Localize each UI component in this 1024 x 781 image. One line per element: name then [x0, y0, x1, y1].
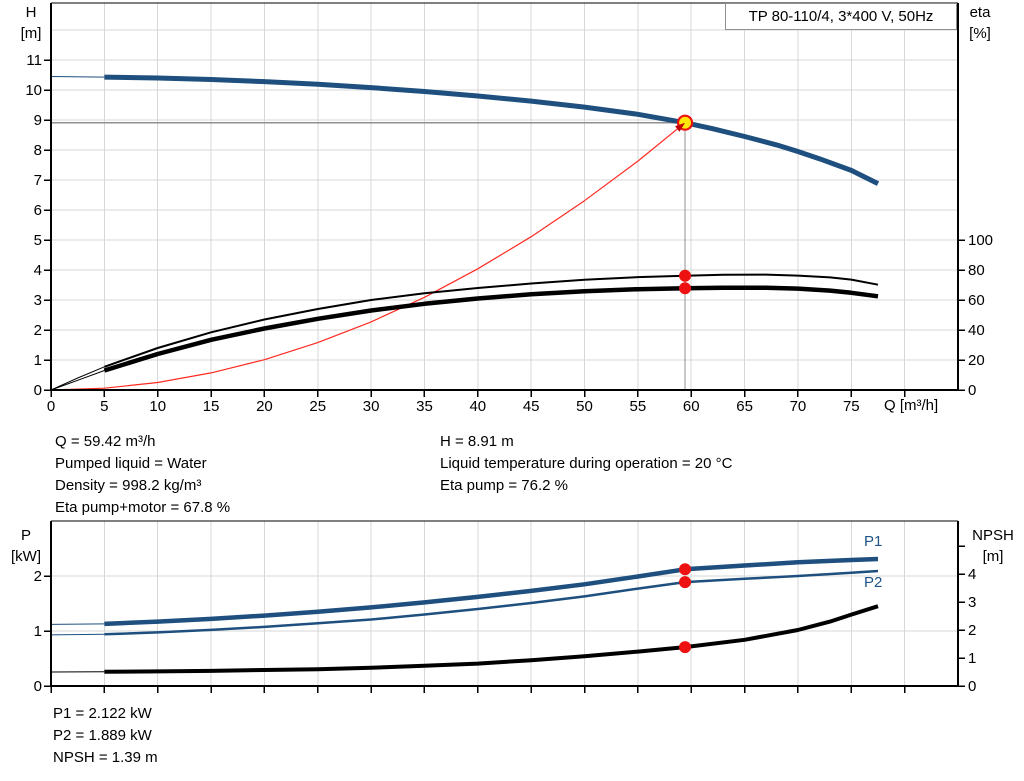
operating-point-info-right: H = 8.91 m Liquid temperature during ope…: [440, 431, 732, 497]
npsh-axis-label: NPSH [m]: [962, 525, 1024, 567]
tick-label: 0: [968, 678, 976, 695]
tick-label: 0: [968, 382, 976, 399]
operating-point-info-left: Q = 59.42 m³/h Pumped liquid = Water Den…: [55, 431, 230, 519]
tick-label: 1: [34, 623, 42, 640]
tick-label: 3: [968, 594, 976, 611]
info-line-liquid: Pumped liquid = Water: [55, 455, 207, 472]
tick-label: 20: [968, 352, 985, 369]
tick-label: 40: [469, 398, 486, 415]
tick-label: 65: [736, 398, 753, 415]
tick-label: 60: [968, 292, 985, 309]
tick-label: 2: [968, 622, 976, 639]
tick-label: 100: [968, 232, 993, 249]
tick-label: 2: [34, 568, 42, 585]
info-line-eta-pump-motor: Eta pump+motor = 67.8 %: [55, 499, 231, 516]
h-axis-label-line1: H: [25, 4, 37, 21]
tick-label: 0: [34, 382, 42, 399]
h-axis-label: H [m]: [12, 2, 50, 44]
q-axis-label: Q [m³/h]: [884, 397, 939, 414]
info-line-eta-pump: Eta pump = 76.2 %: [440, 477, 568, 494]
npsh-axis-label-line2: [m]: [982, 548, 1004, 565]
tick-label: 8: [34, 142, 42, 159]
system-curve-arrow: [675, 122, 686, 132]
tick-label: 75: [843, 398, 860, 415]
tick-label: 50: [576, 398, 593, 415]
result-info: P1 = 2.122 kW P2 = 1.889 kW NPSH = 1.39 …: [53, 703, 158, 769]
tick-label: 70: [790, 398, 807, 415]
tick-label: 45: [523, 398, 540, 415]
result-line-npsh: NPSH = 1.39 m: [53, 749, 158, 766]
tick-label: 15: [203, 398, 220, 415]
tick-label: 4: [34, 262, 42, 279]
eta-axis-label-line2: [%]: [969, 25, 991, 42]
duty-point-dot: [679, 563, 692, 576]
duty-point-dot: [679, 576, 692, 589]
tick-label: 55: [630, 398, 647, 415]
tick-label: 2: [34, 322, 42, 339]
tick-label: 35: [416, 398, 433, 415]
tick-label: 7: [34, 172, 42, 189]
info-line-temperature: Liquid temperature during operation = 20…: [440, 455, 733, 472]
power-npsh-chart-group: 0 1 2 0 1 2 3 4: [34, 520, 976, 695]
tick-label: 80: [968, 262, 985, 279]
npsh-axis-label-line1: NPSH: [972, 527, 1014, 544]
eta-axis-label: eta [%]: [960, 2, 1000, 44]
info-line-density: Density = 998.2 kg/m³: [55, 477, 202, 494]
tick-label: 11: [26, 52, 42, 69]
tick-label: 1: [34, 352, 42, 369]
p-axis-label-line2: [kW]: [11, 548, 41, 565]
chart-title-box: TP 80-110/4, 3*400 V, 50Hz: [725, 3, 957, 30]
tick-label: 30: [363, 398, 380, 415]
tick-label: 6: [34, 202, 42, 219]
duty-point-dot: [679, 282, 692, 295]
h-axis-label-line2: [m]: [20, 25, 42, 42]
tick-label: 60: [683, 398, 700, 415]
info-line-h: H = 8.91 m: [440, 433, 514, 450]
eta-axis-label-line1: eta: [969, 4, 991, 21]
info-line-q: Q = 59.42 m³/h: [55, 433, 156, 450]
p1-curve-label: P1: [864, 533, 883, 550]
tick-label: 20: [256, 398, 273, 415]
duty-point-dot: [679, 641, 692, 654]
p-axis-label-line1: P: [20, 527, 31, 544]
tick-label: 3: [34, 292, 42, 309]
tick-label: 25: [309, 398, 326, 415]
tick-label: 5: [34, 232, 42, 249]
tick-label: 4: [968, 566, 976, 583]
tick-label: 10: [25, 82, 42, 99]
p-axis-label: P [kW]: [6, 525, 46, 567]
tick-label: 5: [100, 398, 108, 415]
tick-label: 40: [968, 322, 985, 339]
p2-curve-label: P2: [864, 574, 883, 591]
tick-label: 0: [34, 678, 42, 695]
result-line-p1: P1 = 2.122 kW: [53, 705, 152, 722]
duty-point-dot: [679, 269, 692, 282]
result-line-p2: P2 = 1.889 kW: [53, 727, 152, 744]
tick-label: 0: [47, 398, 55, 415]
tick-label: 9: [34, 112, 42, 129]
tick-label: 1: [968, 650, 976, 667]
tick-label: 10: [149, 398, 166, 415]
